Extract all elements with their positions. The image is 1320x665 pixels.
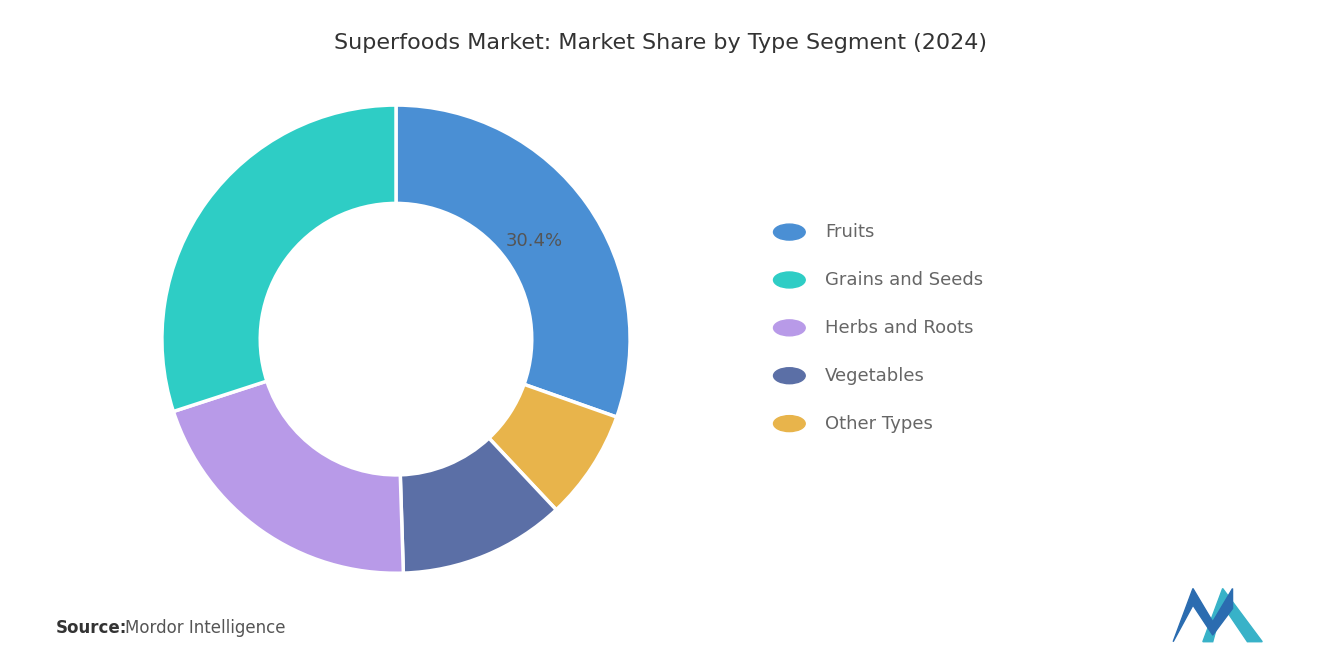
Wedge shape	[488, 384, 616, 510]
Text: Mordor Intelligence: Mordor Intelligence	[125, 619, 286, 637]
Text: Other Types: Other Types	[825, 414, 933, 433]
Text: Source:: Source:	[55, 619, 127, 637]
Text: Grains and Seeds: Grains and Seeds	[825, 271, 983, 289]
Text: 30.4%: 30.4%	[506, 232, 564, 250]
Text: Fruits: Fruits	[825, 223, 874, 241]
Wedge shape	[162, 105, 396, 412]
Polygon shape	[1203, 589, 1262, 642]
Text: Superfoods Market: Market Share by Type Segment (2024): Superfoods Market: Market Share by Type …	[334, 33, 986, 53]
Text: Herbs and Roots: Herbs and Roots	[825, 319, 974, 337]
Wedge shape	[396, 105, 630, 417]
Polygon shape	[1173, 589, 1233, 642]
Text: Vegetables: Vegetables	[825, 366, 925, 385]
Wedge shape	[400, 438, 556, 573]
Wedge shape	[173, 381, 404, 573]
